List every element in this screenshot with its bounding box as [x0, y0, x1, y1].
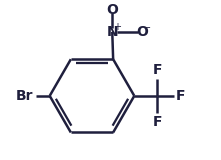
Text: O: O — [136, 25, 148, 39]
Text: F: F — [152, 63, 162, 77]
Text: −: − — [143, 23, 152, 32]
Text: F: F — [176, 89, 186, 103]
Text: +: + — [113, 22, 121, 32]
Text: O: O — [106, 3, 118, 17]
Text: F: F — [152, 115, 162, 129]
Text: Br: Br — [15, 89, 33, 103]
Text: N: N — [107, 25, 118, 39]
